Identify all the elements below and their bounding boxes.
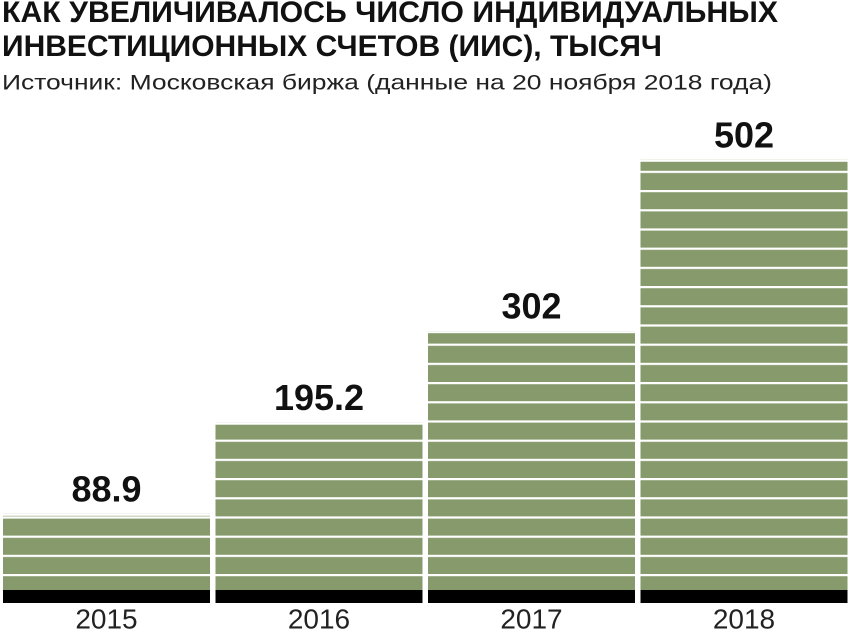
chart-subtitle: Источник: Московская биржа (данные на 20…: [2, 72, 772, 95]
base-band: [640, 590, 848, 603]
bar-top-line: [428, 331, 635, 334]
bar: [428, 331, 635, 590]
x-tick-label: 2018: [713, 603, 775, 634]
value-label: 195.2: [274, 377, 364, 418]
x-tick-label: 2016: [288, 603, 350, 634]
base-band: [3, 590, 210, 603]
bar-top-line: [640, 159, 848, 162]
bar-top-line: [3, 513, 210, 516]
chart-title: ИНВЕСТИЦИОННЫХ СЧЕТОВ (ИИС), ТЫСЯЧ: [2, 30, 662, 63]
x-tick-label: 2017: [500, 603, 562, 634]
bar: [3, 513, 210, 590]
bar-top-line: [215, 422, 423, 425]
base-band: [215, 590, 423, 603]
value-label: 502: [714, 114, 774, 155]
base-band: [428, 590, 635, 603]
bar: [640, 159, 848, 590]
value-label: 302: [501, 286, 561, 327]
bar: [215, 422, 423, 590]
chart-title: КАК УВЕЛИЧИВАЛОСЬ ЧИСЛО ИНДИВИДУАЛЬНЫХ: [2, 0, 778, 29]
value-label: 88.9: [71, 468, 141, 509]
x-tick-label: 2015: [75, 603, 137, 634]
